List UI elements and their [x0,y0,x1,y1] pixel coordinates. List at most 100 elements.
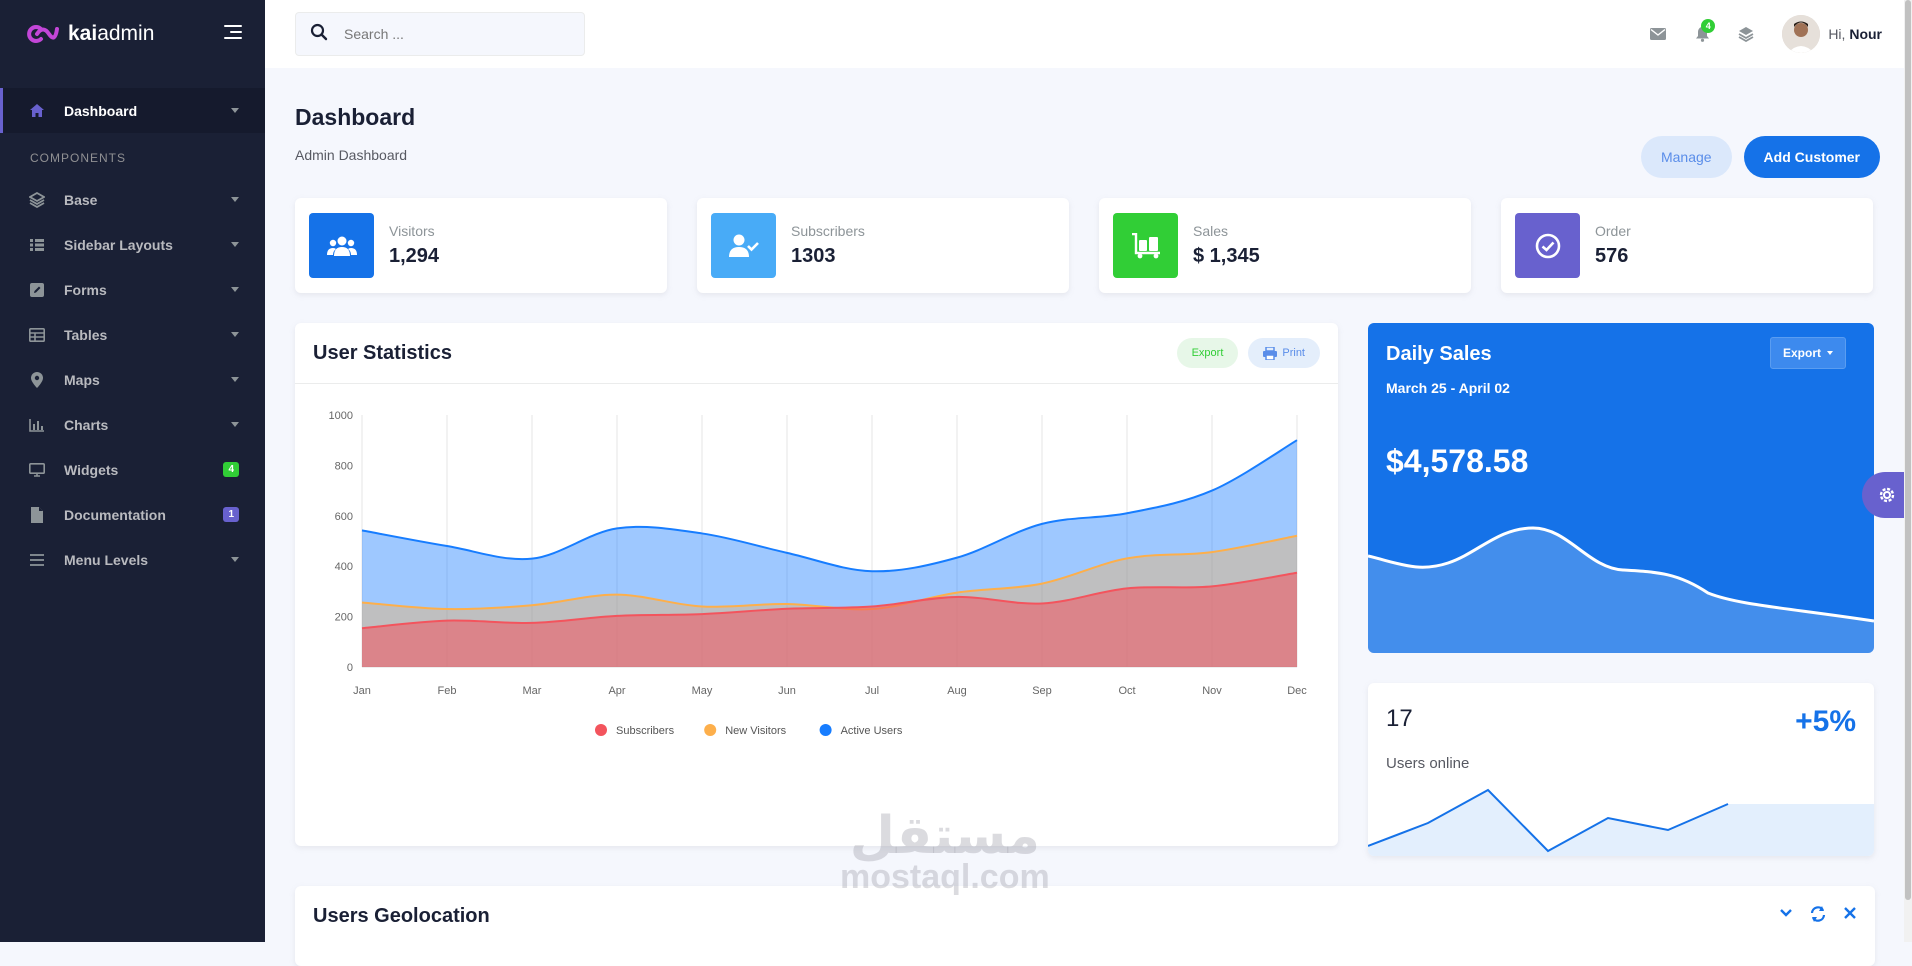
sidebar-item-forms[interactable]: Forms [0,267,265,312]
sidebar-toggle-icon[interactable] [223,24,243,45]
stat-label: Order [1595,223,1631,239]
sidebar-item-label: Sidebar Layouts [64,236,173,253]
collapse-icon[interactable] [1779,906,1793,927]
chevron-down-icon [231,422,239,427]
legend-label: Subscribers [616,725,675,737]
desktop-icon [28,461,46,479]
print-icon [1263,346,1278,360]
users-online-sparkline [1368,788,1874,856]
settings-gear-button[interactable] [1862,472,1912,518]
user-statistics-chart: 0 200 400 600 800 1000 Jan Feb Mar Apr May Jun Jul Au… [329,410,1308,737]
sidebar-item-tables[interactable]: Tables [0,312,265,357]
chevron-down-icon [231,557,239,562]
sidebar-item-base[interactable]: Base [0,177,265,222]
stat-label: Subscribers [791,223,865,239]
legend-marker [704,724,717,736]
daily-sales-date-range: March 25 - April 02 [1386,380,1510,396]
map-marker-icon [28,371,46,389]
sidebar-item-maps[interactable]: Maps [0,357,265,402]
chevron-down-icon [1827,351,1833,355]
daily-sales-amount: $4,578.58 [1386,443,1529,479]
x-tick-label: Sep [1032,685,1052,697]
logo-bar: kai admin [0,0,265,68]
add-customer-button[interactable]: Add Customer [1743,136,1880,178]
sidebar-section-title: COMPONENTS [30,151,127,165]
y-tick-label: 600 [335,511,353,523]
x-tick-label: Jan [353,685,371,697]
watermark-arabic: مستقل [849,806,1040,866]
file-icon [28,506,46,524]
sidebar-item-label: Tables [64,326,108,343]
sidebar-item-documentation[interactable]: Documentation 1 [0,492,265,537]
x-tick-label: Apr [608,685,625,697]
watermark-latin: mostaql.com [840,858,1050,896]
daily-sales-sparkline [1368,526,1874,653]
luggage-cart-icon [1113,213,1178,278]
stat-card-visitors: Visitors 1,294 [295,198,667,293]
x-tick-label: May [692,685,713,697]
stat-value: 576 [1595,245,1629,267]
pen-square-icon [28,281,46,299]
chevron-down-icon [231,242,239,247]
users-geolocation-card: Users Geolocation [295,886,1875,966]
y-tick-label: 400 [335,561,353,573]
avatar[interactable] [1782,15,1821,53]
chevron-down-icon [231,108,239,113]
check-circle-icon [1515,213,1580,278]
daily-sales-title: Daily Sales [1386,343,1492,365]
greeting-text: Hi, [1828,26,1846,42]
close-icon[interactable] [1843,906,1857,927]
notification-count: 4 [1701,19,1716,33]
logo-text-bold: kai [68,22,98,45]
stat-value: 1,294 [389,245,440,267]
widgets-badge: 4 [223,462,239,477]
sidebar-item-sidebar-layouts[interactable]: Sidebar Layouts [0,222,265,267]
watermark: مستقل mostaql.com [840,810,1050,897]
page-header: Dashboard Admin Dashboard Manage Add Cus… [295,68,1880,198]
sidebar-item-widgets[interactable]: Widgets 4 [0,447,265,492]
stat-label: Visitors [389,223,435,239]
sidebar-item-label: Widgets [64,461,119,478]
users-online-label: Users online [1386,755,1470,772]
search-icon[interactable] [310,23,328,46]
stat-card-sales: Sales $ 1,345 [1099,198,1471,293]
y-tick-label: 0 [347,662,353,674]
scrollbar-thumb[interactable] [1905,0,1911,900]
user-greeting[interactable]: Hi, Nour [1828,26,1882,42]
x-tick-label: Jul [865,685,879,697]
search-input[interactable] [344,26,564,42]
envelope-icon[interactable] [1640,16,1676,52]
sidebar-item-dashboard[interactable]: Dashboard [0,88,265,133]
daily-export-dropdown[interactable]: Export [1769,337,1846,369]
series-area-subscribers [362,572,1297,667]
export-button[interactable]: Export [1176,338,1239,368]
stat-card-subscribers: Subscribers 1303 [697,198,1069,293]
chevron-down-icon [231,287,239,292]
page-scrollbar[interactable] [1904,0,1912,942]
bar-chart-icon [28,416,46,434]
print-label: Print [1282,347,1305,359]
users-geolocation-title: Users Geolocation [313,904,490,927]
refresh-icon[interactable] [1809,905,1827,927]
x-tick-label: Aug [947,685,967,697]
x-tick-label: Feb [438,685,457,697]
logo-text-light: admin [97,22,155,45]
logo[interactable]: kai admin [24,22,154,46]
sidebar-item-label: Forms [64,281,107,298]
chevron-down-icon [231,197,239,202]
layers-icon[interactable] [1728,16,1764,52]
bell-icon[interactable]: 4 [1684,16,1720,52]
print-button[interactable]: Print [1248,338,1320,368]
manage-button[interactable]: Manage [1640,136,1732,178]
x-tick-label: Oct [1118,685,1135,697]
page-subtitle: Admin Dashboard [295,147,408,163]
x-tick-label: Nov [1202,685,1222,697]
legend-label: Active Users [841,725,903,737]
sidebar-item-charts[interactable]: Charts [0,402,265,447]
sidebar-item-menu-levels[interactable]: Menu Levels [0,537,265,582]
sidebar: kai admin Dashboard COMPONENTS Base Sideb… [0,0,265,942]
user-statistics-title: User Statistics [313,341,452,364]
series-line-active-users [361,439,1298,573]
series-line-subscribers [361,571,1298,630]
page-title: Dashboard [295,104,416,130]
